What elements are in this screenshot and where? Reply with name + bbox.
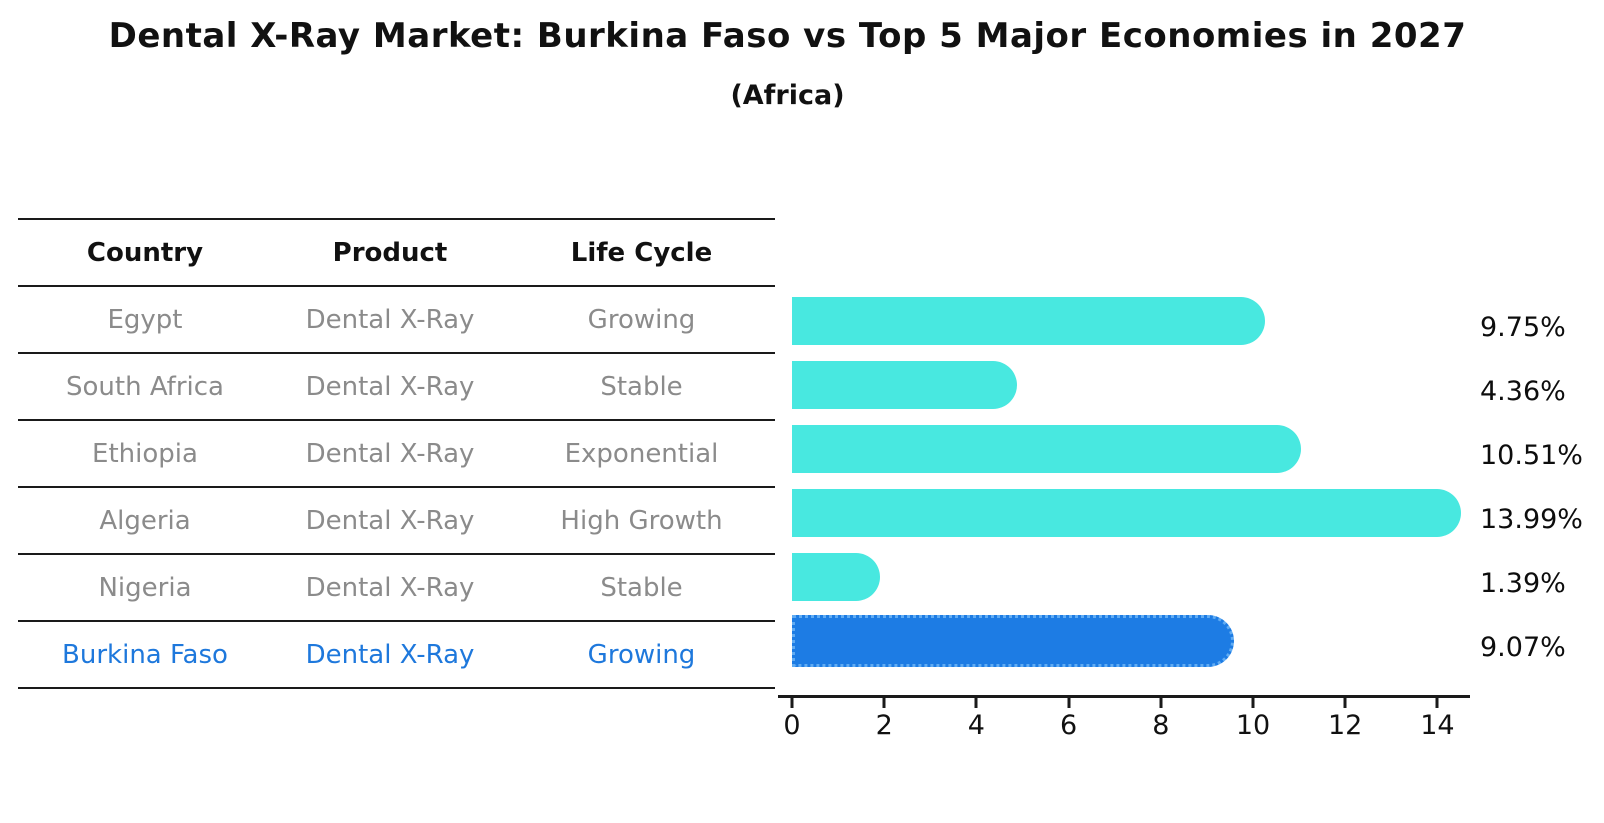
- table-cell-product: Dental X-Ray: [305, 371, 475, 402]
- value-label: 9.07%: [1480, 632, 1566, 663]
- table-row: Egypt Dental X-Ray Growing: [18, 287, 775, 354]
- value-label: 4.36%: [1480, 376, 1566, 407]
- table-row: Ethiopia Dental X-Ray Exponential: [18, 421, 775, 488]
- table-cell-country: Nigeria: [98, 572, 192, 603]
- bar: [792, 425, 1301, 473]
- x-axis-tick: [1343, 698, 1347, 708]
- table-cell-life-cycle: Stable: [600, 572, 683, 603]
- table-row: Algeria Dental X-Ray High Growth: [18, 488, 775, 555]
- x-axis-tick: [1067, 698, 1071, 708]
- value-label: 9.75%: [1480, 312, 1566, 343]
- x-axis-tick-label: 8: [1152, 710, 1170, 741]
- x-axis-tick-label: 12: [1328, 710, 1363, 741]
- x-axis-tick: [974, 698, 978, 708]
- chart-subtitle: (Africa): [730, 80, 845, 111]
- value-label: 1.39%: [1480, 568, 1566, 599]
- table-cell-product: Dental X-Ray: [305, 304, 475, 335]
- table-cell-life-cycle: Stable: [600, 371, 683, 402]
- table-header-row: Country Product Life Cycle: [18, 218, 775, 287]
- bar-highlight: [792, 615, 1235, 667]
- table-cell-life-cycle: High Growth: [560, 505, 723, 536]
- table-body: Egypt Dental X-Ray Growing South Africa …: [18, 287, 775, 689]
- table-cell-country: Egypt: [107, 304, 183, 335]
- value-label: 13.99%: [1480, 504, 1583, 535]
- x-axis-tick-label: 2: [875, 710, 893, 741]
- table-cell-country: Algeria: [99, 505, 191, 536]
- table-cell-life-cycle: Growing: [587, 304, 696, 335]
- chart-title: Dental X-Ray Market: Burkina Faso vs Top…: [108, 16, 1467, 56]
- x-axis-tick: [790, 698, 794, 708]
- x-axis-tick-label: 14: [1420, 710, 1455, 741]
- bar: [792, 361, 1017, 409]
- x-axis-tick-label: 0: [783, 710, 801, 741]
- bar: [792, 489, 1461, 537]
- table-header-country: Country: [86, 237, 204, 268]
- x-axis-tick: [1251, 698, 1255, 708]
- x-axis: [778, 695, 1470, 698]
- table-cell-life-cycle: Growing: [587, 639, 696, 670]
- x-axis-tick-label: 10: [1235, 710, 1271, 741]
- table-row: South Africa Dental X-Ray Stable: [18, 354, 775, 421]
- x-axis-tick: [1159, 698, 1163, 708]
- table-header-life-cycle: Life Cycle: [570, 237, 713, 268]
- table-cell-country: Burkina Faso: [62, 639, 228, 670]
- table-cell-product: Dental X-Ray: [305, 505, 475, 536]
- table-cell-country: South Africa: [66, 371, 224, 402]
- value-label: 10.51%: [1480, 440, 1583, 471]
- x-axis-tick-label: 4: [967, 710, 985, 741]
- x-axis-tick: [1435, 698, 1439, 708]
- table-header-product: Product: [332, 237, 448, 268]
- table-cell-product: Dental X-Ray: [305, 639, 475, 670]
- summary-table: Country Product Life Cycle Egypt Dental …: [18, 218, 775, 689]
- x-axis-tick-label: 6: [1060, 710, 1078, 741]
- table-cell-product: Dental X-Ray: [305, 572, 475, 603]
- x-axis-tick: [882, 698, 886, 708]
- table-cell-product: Dental X-Ray: [305, 438, 475, 469]
- table-cell-country: Ethiopia: [92, 438, 198, 469]
- bar: [792, 297, 1266, 345]
- table-row: Burkina Faso Dental X-Ray Growing: [18, 622, 775, 689]
- table-row: Nigeria Dental X-Ray Stable: [18, 555, 775, 622]
- table-cell-life-cycle: Exponential: [564, 438, 719, 469]
- bar: [792, 553, 881, 601]
